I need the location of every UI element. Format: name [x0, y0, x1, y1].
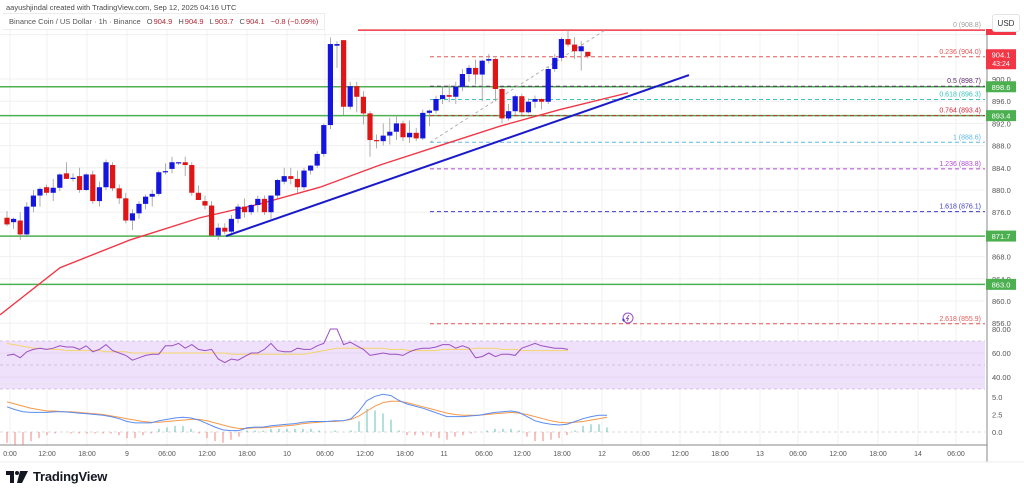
time-label: 18:00 [238, 451, 256, 458]
svg-text:0.0: 0.0 [992, 428, 1002, 437]
time-label: 06:00 [789, 451, 807, 458]
time-label: 18:00 [869, 451, 887, 458]
fib-label: 1.236 (883.8) [939, 161, 981, 168]
symbol-name: Binance Coin / US Dollar · 1h · Binance [9, 17, 141, 26]
svg-text:904.1: 904.1 [992, 51, 1011, 60]
svg-text:2.5: 2.5 [992, 411, 1002, 420]
time-label: 18:00 [711, 451, 729, 458]
ohlc-open: O904.9 [146, 17, 173, 26]
horizontal-levels [0, 29, 985, 286]
svg-text:860.0: 860.0 [992, 297, 1011, 306]
fib-label: 0.236 (904.0) [939, 49, 981, 56]
time-label: 12:00 [38, 451, 56, 458]
symbol-legend[interactable]: Binance Coin / US Dollar · 1h · Binance … [3, 13, 326, 30]
svg-text:863.0: 863.0 [992, 280, 1011, 289]
axes [0, 30, 1024, 463]
svg-text:893.4: 893.4 [992, 112, 1011, 121]
rsi-pane [0, 328, 985, 390]
svg-text:876.0: 876.0 [992, 208, 1011, 217]
ohlc-change: −0.8 (−0.09%) [270, 17, 319, 26]
ohlc-high: H904.9 [178, 17, 204, 26]
svg-text:5.0: 5.0 [992, 393, 1002, 402]
time-label: 12 [598, 451, 606, 458]
time-label: 14 [914, 451, 922, 458]
svg-text:900.0: 900.0 [992, 75, 1011, 84]
fib-label: 0 (908.8) [953, 22, 981, 29]
alert-icon[interactable] [622, 312, 634, 324]
price-label [986, 81, 1016, 93]
moving-average-line [0, 92, 629, 316]
fib-label: 0.764 (893.4) [939, 108, 981, 115]
time-label: 06:00 [158, 451, 176, 458]
fib-label: 1.618 (876.1) [939, 204, 981, 211]
svg-text:880.0: 880.0 [992, 186, 1011, 195]
tradingview-logo-icon [6, 470, 28, 483]
price-label [986, 29, 1016, 35]
currency-button[interactable]: USD [992, 14, 1020, 32]
time-label: 18:00 [553, 451, 571, 458]
ohlc-close: C904.1 [239, 17, 265, 26]
svg-text:892.0: 892.0 [992, 119, 1011, 128]
price-label [986, 110, 1016, 122]
time-label: 18:00 [396, 451, 414, 458]
time-axis[interactable]: 0:00 12:00 18:00 9 06:00 12:00 18:00 10 06:00 12:… [3, 451, 965, 458]
time-label: 12:00 [198, 451, 216, 458]
price-label [986, 278, 1016, 290]
price-axis[interactable]: 900.0 896.0 892.0 888.0 884.0 880.0 876.0 868.0… [986, 29, 1016, 437]
time-label: 12:00 [829, 451, 847, 458]
time-label: 0:00 [3, 451, 17, 458]
fib-label: 1 (888.6) [953, 134, 981, 141]
svg-text:888.0: 888.0 [992, 142, 1011, 151]
svg-text:40.00: 40.00 [992, 373, 1011, 382]
time-label: 13 [756, 451, 764, 458]
time-label: 06:00 [316, 451, 334, 458]
candlesticks [4, 29, 591, 240]
time-label: 06:00 [475, 451, 493, 458]
time-label: 06:00 [632, 451, 650, 458]
trendline[interactable] [225, 74, 690, 238]
macd-pane [0, 393, 985, 445]
time-label: 06:00 [947, 451, 965, 458]
svg-text:856.0: 856.0 [992, 319, 1011, 328]
svg-text:80.00: 80.00 [992, 325, 1011, 334]
svg-text:896.0: 896.0 [992, 97, 1011, 106]
svg-text:871.7: 871.7 [992, 232, 1011, 241]
svg-text:60.00: 60.00 [992, 349, 1011, 358]
svg-text:868.0: 868.0 [992, 253, 1011, 262]
price-label [986, 49, 1016, 70]
svg-text:898.6: 898.6 [992, 83, 1011, 92]
tradingview-logo[interactable]: TradingView [6, 469, 107, 484]
tradingview-logo-text: TradingView [33, 469, 108, 484]
fib-label: 0.618 (896.3) [939, 92, 981, 99]
svg-text:884.0: 884.0 [992, 164, 1011, 173]
time-label: 12:00 [513, 451, 531, 458]
time-label: 12:00 [671, 451, 689, 458]
fib-label: 2.618 (855.9) [939, 316, 981, 323]
time-label: 18:00 [78, 451, 96, 458]
fib-label: 0.5 (898.7) [947, 78, 981, 85]
time-label: 9 [125, 451, 129, 458]
time-label: 12:00 [356, 451, 374, 458]
time-label: 11 [440, 451, 447, 458]
svg-text:43:24: 43:24 [992, 61, 1010, 68]
time-label: 10 [283, 451, 291, 458]
chart-credit: aayushjindal created with TradingView.co… [6, 3, 237, 12]
ohlc-low: L903.7 [209, 17, 234, 26]
price-label [986, 230, 1016, 242]
